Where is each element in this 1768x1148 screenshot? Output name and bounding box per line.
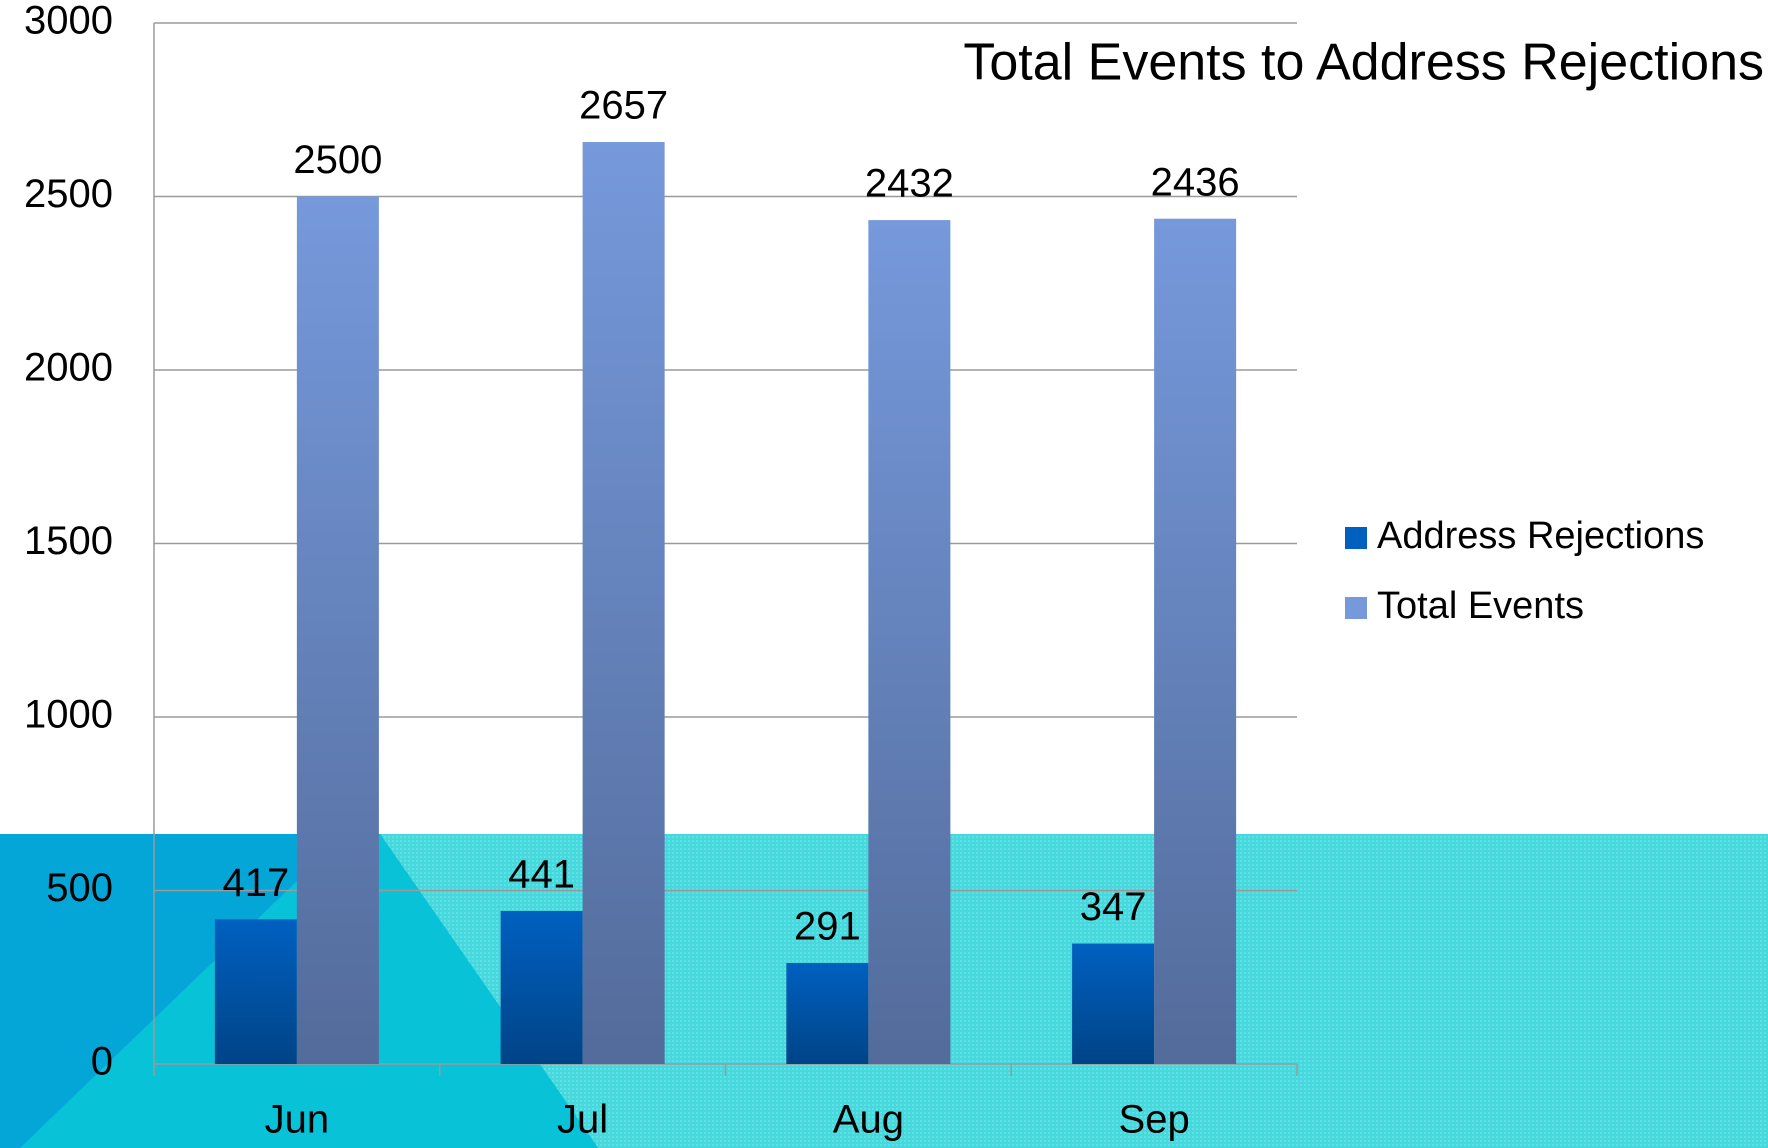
legend-label: Address Rejections — [1377, 515, 1704, 557]
y-tick-label: 0 — [91, 1040, 113, 1084]
y-tick-label: 1000 — [24, 693, 113, 737]
value-label: 441 — [508, 853, 575, 897]
y-tick-label: 500 — [46, 866, 113, 910]
y-tick-label: 2500 — [24, 172, 113, 216]
bar-shade — [868, 220, 950, 1064]
x-tick-label: Sep — [1119, 1098, 1190, 1142]
value-label: 2500 — [293, 138, 382, 182]
value-label: 2657 — [579, 84, 668, 128]
bar-shade — [501, 911, 583, 1064]
legend-label: Total Events — [1377, 585, 1584, 627]
legend-swatch — [1345, 597, 1367, 619]
value-label: 347 — [1080, 885, 1147, 929]
bar-shade — [297, 197, 379, 1065]
bar-shade — [1072, 944, 1154, 1064]
value-label: 291 — [794, 905, 861, 949]
legend: Address Rejections Total Events — [1345, 515, 1704, 627]
chart: 0 500 1000 1500 2000 2500 3000 Jun 417 2500 Jul 441… — [0, 0, 1768, 1148]
legend-swatch — [1345, 527, 1367, 549]
value-label: 417 — [223, 861, 290, 905]
value-label: 2432 — [865, 162, 954, 206]
chart-title: Total Events to Address Rejections — [963, 34, 1764, 92]
value-label: 2436 — [1151, 160, 1240, 204]
bar-shade — [786, 963, 868, 1064]
y-tick-label: 1500 — [24, 519, 113, 563]
x-tick-label: Jun — [265, 1098, 330, 1142]
x-tick-label: Jul — [557, 1098, 608, 1142]
bar-shade — [583, 142, 665, 1064]
bar-shade — [215, 919, 297, 1064]
bar-shade — [1154, 219, 1236, 1064]
y-tick-label: 3000 — [24, 0, 113, 43]
y-tick-label: 2000 — [24, 346, 113, 390]
x-tick-label: Aug — [833, 1098, 904, 1142]
